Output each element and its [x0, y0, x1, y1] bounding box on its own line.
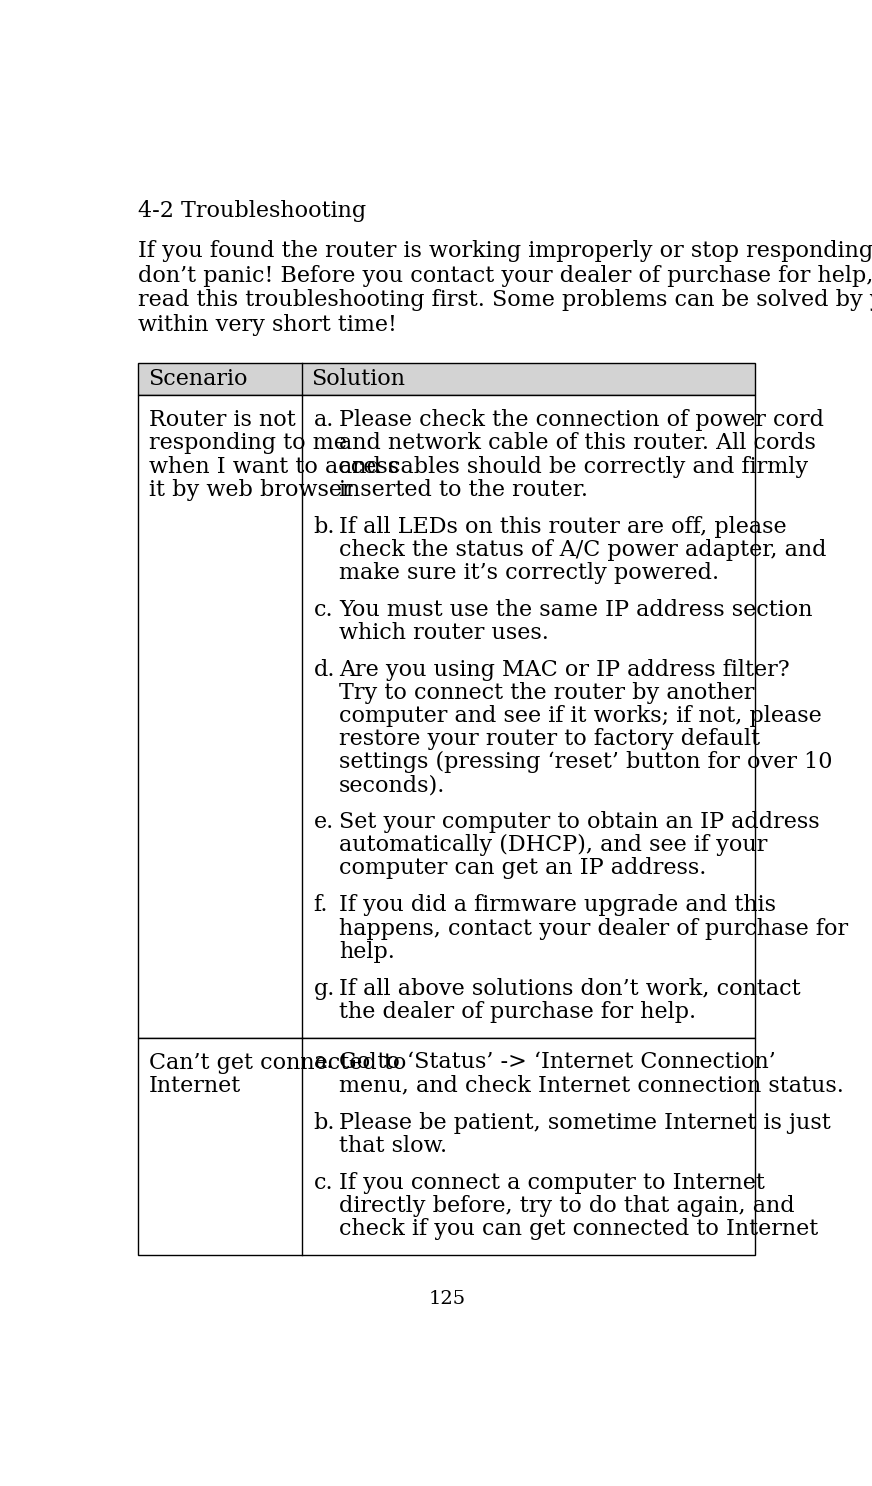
Text: when I want to access: when I want to access [148, 456, 399, 477]
Text: Set your computer to obtain an IP address: Set your computer to obtain an IP addres… [339, 811, 820, 834]
Text: Please be patient, sometime Internet is just: Please be patient, sometime Internet is … [339, 1112, 831, 1134]
Text: b.: b. [314, 516, 335, 538]
Text: computer and see if it works; if not, please: computer and see if it works; if not, pl… [339, 704, 822, 727]
Text: inserted to the router.: inserted to the router. [339, 478, 588, 501]
Text: a.: a. [314, 409, 334, 431]
Text: If you connect a computer to Internet: If you connect a computer to Internet [339, 1171, 765, 1193]
Text: d.: d. [314, 658, 335, 681]
Text: menu, and check Internet connection status.: menu, and check Internet connection stat… [339, 1074, 844, 1097]
Bar [139, 1037, 755, 1254]
Text: g.: g. [314, 978, 335, 1000]
Text: computer can get an IP address.: computer can get an IP address. [339, 857, 706, 880]
Text: Try to connect the router by another: Try to connect the router by another [339, 682, 754, 704]
Text: responding to me: responding to me [148, 432, 346, 455]
Text: Can’t get connected to: Can’t get connected to [148, 1052, 405, 1073]
Text: read this troubleshooting first. Some problems can be solved by you: read this troubleshooting first. Some pr… [139, 290, 872, 311]
Text: 125: 125 [428, 1290, 466, 1308]
Text: and network cable of this router. All cords: and network cable of this router. All co… [339, 432, 816, 455]
Text: If you did a firmware upgrade and this: If you did a firmware upgrade and this [339, 895, 776, 917]
Text: don’t panic! Before you contact your dealer of purchase for help, please: don’t panic! Before you contact your dea… [139, 265, 872, 287]
Text: c.: c. [314, 599, 333, 621]
Bar [139, 363, 755, 395]
Text: help.: help. [339, 941, 395, 963]
Text: If all above solutions don’t work, contact: If all above solutions don’t work, conta… [339, 978, 800, 1000]
Text: e.: e. [314, 811, 334, 834]
Text: check the status of A/C power adapter, and: check the status of A/C power adapter, a… [339, 539, 827, 560]
Text: f.: f. [314, 895, 328, 917]
Text: within very short time!: within very short time! [139, 314, 398, 336]
Text: Scenario: Scenario [147, 369, 248, 391]
Text: settings (pressing ‘reset’ button for over 10: settings (pressing ‘reset’ button for ov… [339, 752, 833, 773]
Bar [139, 395, 755, 1037]
Text: If all LEDs on this router are off, please: If all LEDs on this router are off, plea… [339, 516, 787, 538]
Text: a.: a. [314, 1052, 334, 1073]
Text: Router is not: Router is not [148, 409, 296, 431]
Text: happens, contact your dealer of purchase for: happens, contact your dealer of purchase… [339, 917, 848, 939]
Text: Go to ‘Status’ -> ‘Internet Connection’: Go to ‘Status’ -> ‘Internet Connection’ [339, 1052, 776, 1073]
Text: 4-2 Troubleshooting: 4-2 Troubleshooting [139, 201, 366, 221]
Text: You must use the same IP address section: You must use the same IP address section [339, 599, 813, 621]
Text: seconds).: seconds). [339, 774, 446, 796]
Text: it by web browser: it by web browser [148, 478, 352, 501]
Text: make sure it’s correctly powered.: make sure it’s correctly powered. [339, 562, 719, 584]
Text: directly before, try to do that again, and: directly before, try to do that again, a… [339, 1195, 794, 1217]
Text: Solution: Solution [311, 369, 405, 391]
Text: restore your router to factory default: restore your router to factory default [339, 728, 760, 750]
Text: the dealer of purchase for help.: the dealer of purchase for help. [339, 1000, 696, 1022]
Text: check if you can get connected to Internet: check if you can get connected to Intern… [339, 1219, 819, 1239]
Text: automatically (DHCP), and see if your: automatically (DHCP), and see if your [339, 834, 767, 856]
Text: that slow.: that slow. [339, 1135, 447, 1156]
Text: which router uses.: which router uses. [339, 621, 549, 643]
Text: and cables should be correctly and firmly: and cables should be correctly and firml… [339, 456, 808, 477]
Text: Please check the connection of power cord: Please check the connection of power cor… [339, 409, 824, 431]
Text: c.: c. [314, 1171, 333, 1193]
Text: Are you using MAC or IP address filter?: Are you using MAC or IP address filter? [339, 658, 790, 681]
Text: If you found the router is working improperly or stop responding to you,: If you found the router is working impro… [139, 239, 872, 262]
Text: Internet: Internet [148, 1074, 241, 1097]
Text: b.: b. [314, 1112, 335, 1134]
